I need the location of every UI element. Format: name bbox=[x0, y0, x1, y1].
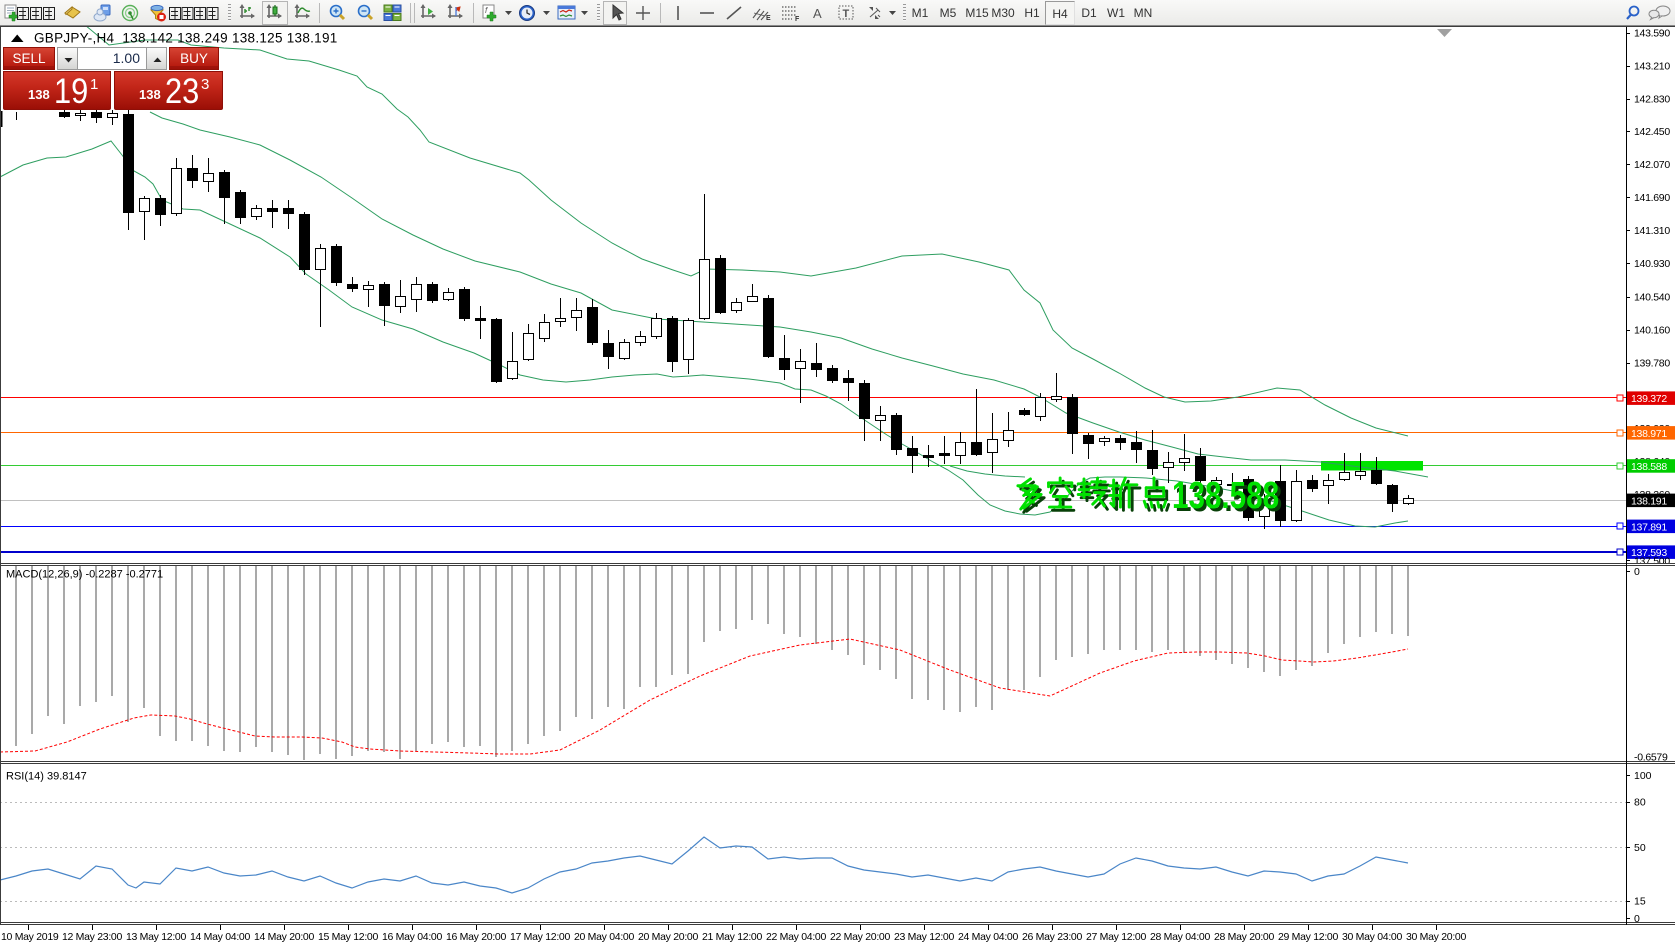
svg-text:100: 100 bbox=[1634, 770, 1652, 782]
svg-text:143.590: 143.590 bbox=[1634, 28, 1670, 40]
svg-text:143.210: 143.210 bbox=[1634, 60, 1670, 72]
svg-text:GBPJPY-,H4 138.142 138.249 13: GBPJPY-,H4 138.142 138.249 138.125 138.1… bbox=[34, 31, 338, 46]
svg-text:28 May 20:00: 28 May 20:00 bbox=[1214, 931, 1274, 943]
svg-text:140.160: 140.160 bbox=[1634, 324, 1670, 336]
svg-text:142.830: 142.830 bbox=[1634, 93, 1670, 105]
svg-text:30 May 20:00: 30 May 20:00 bbox=[1406, 931, 1466, 943]
svg-text:28 May 04:00: 28 May 04:00 bbox=[1150, 931, 1210, 943]
svg-text:27 May 12:00: 27 May 12:00 bbox=[1086, 931, 1146, 943]
svg-text:22 May 04:00: 22 May 04:00 bbox=[766, 931, 826, 943]
svg-text:80: 80 bbox=[1634, 796, 1646, 808]
svg-text:21 May 12:00: 21 May 12:00 bbox=[702, 931, 762, 943]
svg-text:138.588: 138.588 bbox=[1175, 478, 1282, 520]
svg-text:15: 15 bbox=[1634, 895, 1646, 907]
svg-text:142.450: 142.450 bbox=[1634, 126, 1670, 138]
svg-text:f: f bbox=[485, 6, 488, 15]
svg-text:12 May 23:00: 12 May 23:00 bbox=[62, 931, 122, 943]
svg-text:140.930: 140.930 bbox=[1634, 258, 1670, 270]
svg-text:29 May 12:00: 29 May 12:00 bbox=[1278, 931, 1338, 943]
svg-text:141.310: 141.310 bbox=[1634, 225, 1670, 237]
svg-text:17 May 12:00: 17 May 12:00 bbox=[510, 931, 570, 943]
svg-text:138.588: 138.588 bbox=[1172, 475, 1279, 517]
svg-text:-0.6579: -0.6579 bbox=[1634, 752, 1668, 764]
svg-text:15 May 12:00: 15 May 12:00 bbox=[318, 931, 378, 943]
svg-text:RSI(14) 39.8147: RSI(14) 39.8147 bbox=[6, 771, 87, 783]
svg-text:26 May 23:00: 26 May 23:00 bbox=[1022, 931, 1082, 943]
svg-text:16 May 04:00: 16 May 04:00 bbox=[382, 931, 442, 943]
svg-text:14 May 04:00: 14 May 04:00 bbox=[190, 931, 250, 943]
svg-text:138.588: 138.588 bbox=[1631, 461, 1667, 473]
svg-text:0: 0 bbox=[1634, 566, 1640, 578]
svg-text:23 May 12:00: 23 May 12:00 bbox=[894, 931, 954, 943]
svg-text:137.593: 137.593 bbox=[1631, 547, 1667, 559]
svg-text:30 May 04:00: 30 May 04:00 bbox=[1342, 931, 1402, 943]
svg-text:14 May 20:00: 14 May 20:00 bbox=[254, 931, 314, 943]
svg-text:MACD(12,26,9) -0.2287 -0.2771: MACD(12,26,9) -0.2287 -0.2771 bbox=[6, 569, 163, 581]
svg-text:138.191: 138.191 bbox=[1631, 495, 1667, 507]
svg-text:T: T bbox=[843, 8, 850, 20]
svg-text:139.780: 139.780 bbox=[1634, 357, 1670, 369]
svg-text:10 May 2019: 10 May 2019 bbox=[1, 931, 59, 943]
svg-text:50: 50 bbox=[1634, 842, 1646, 854]
svg-text:20 May 20:00: 20 May 20:00 bbox=[638, 931, 698, 943]
svg-text:140.540: 140.540 bbox=[1634, 292, 1670, 304]
svg-text:24 May 04:00: 24 May 04:00 bbox=[958, 931, 1018, 943]
svg-text:137.891: 137.891 bbox=[1631, 521, 1667, 533]
svg-text:138.971: 138.971 bbox=[1631, 428, 1667, 440]
svg-text:142.070: 142.070 bbox=[1634, 159, 1670, 171]
svg-text:139.372: 139.372 bbox=[1631, 393, 1667, 405]
svg-text:13 May 12:00: 13 May 12:00 bbox=[126, 931, 186, 943]
svg-text:0: 0 bbox=[1634, 913, 1640, 925]
svg-text:141.690: 141.690 bbox=[1634, 192, 1670, 204]
svg-text:A: A bbox=[813, 6, 822, 21]
svg-text:E: E bbox=[766, 15, 771, 22]
svg-text:F: F bbox=[795, 16, 800, 22]
svg-text:22 May 20:00: 22 May 20:00 bbox=[830, 931, 890, 943]
svg-text:20 May 04:00: 20 May 04:00 bbox=[574, 931, 634, 943]
svg-text:16 May 20:00: 16 May 20:00 bbox=[446, 931, 506, 943]
